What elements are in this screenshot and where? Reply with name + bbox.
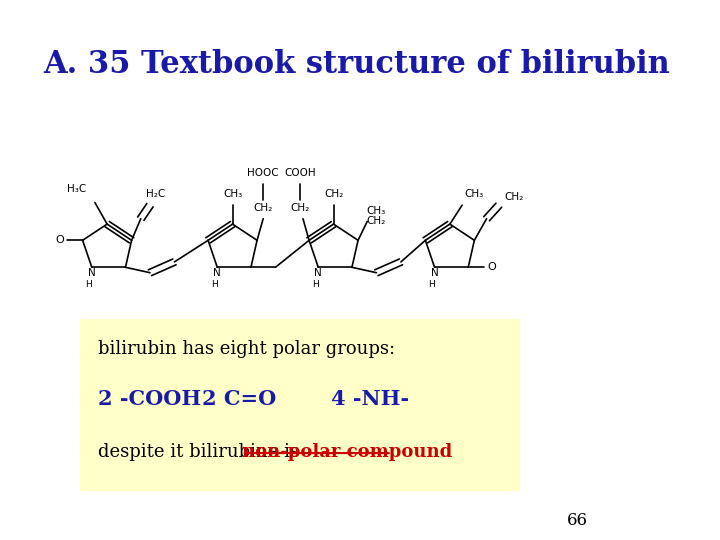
Text: CH₃: CH₃ — [464, 190, 484, 199]
Text: H: H — [312, 280, 318, 289]
Text: O: O — [55, 235, 64, 245]
Text: N: N — [315, 268, 322, 278]
Text: COOH: COOH — [284, 168, 316, 178]
Text: A. 35 Textbook structure of bilirubin: A. 35 Textbook structure of bilirubin — [43, 49, 670, 79]
Text: CH₃: CH₃ — [223, 190, 242, 199]
Text: N: N — [213, 268, 221, 278]
Text: non-polar compound: non-polar compound — [242, 443, 452, 461]
Text: N: N — [88, 268, 96, 278]
Text: H₃C: H₃C — [67, 184, 86, 194]
Text: CH₂: CH₂ — [366, 217, 386, 226]
Text: 2 -COOH: 2 -COOH — [98, 389, 201, 409]
Text: HOOC: HOOC — [248, 168, 279, 178]
Text: CH₂: CH₂ — [290, 203, 310, 213]
Text: 2 C=O: 2 C=O — [202, 389, 276, 409]
Text: despite it bilirubine is: despite it bilirubine is — [98, 443, 305, 461]
Text: CH₂: CH₂ — [253, 203, 273, 213]
Text: N: N — [431, 268, 438, 278]
Text: O: O — [487, 262, 496, 272]
Text: CH₃: CH₃ — [366, 206, 386, 215]
Text: CH₂: CH₂ — [324, 190, 343, 199]
Text: H: H — [86, 280, 92, 289]
Text: 4 -NH-: 4 -NH- — [330, 389, 409, 409]
Text: 66: 66 — [567, 512, 588, 529]
Text: CH₂: CH₂ — [505, 192, 523, 202]
Text: H₂C: H₂C — [146, 190, 166, 199]
Text: bilirubin has eight polar groups:: bilirubin has eight polar groups: — [98, 340, 395, 358]
FancyBboxPatch shape — [80, 319, 521, 491]
Text: H: H — [211, 280, 217, 289]
Text: H: H — [428, 280, 435, 289]
